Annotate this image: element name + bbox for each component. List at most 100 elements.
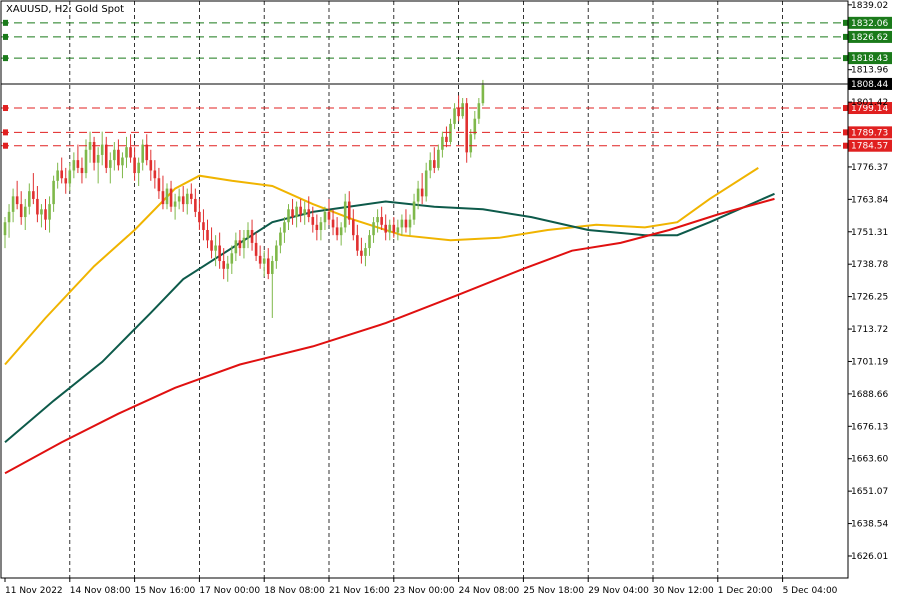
candle-body: [453, 108, 456, 124]
candle-body: [206, 229, 209, 241]
support-level-box: [848, 126, 892, 139]
candle-body: [198, 211, 201, 223]
x-tick-label: 1 Dec 20:00: [718, 586, 773, 596]
candle-body: [88, 142, 92, 150]
candle-body: [352, 219, 355, 236]
y-tick-label: 1713.72: [851, 325, 888, 335]
resistance-level-marker-left: [3, 19, 8, 26]
y-tick-label: 1813.96: [851, 66, 888, 76]
candle-body: [64, 178, 68, 184]
chart-title: XAUUSD, H2: Gold Spot: [6, 4, 124, 15]
candle-body: [60, 170, 63, 179]
candle-body: [262, 258, 266, 264]
support-level-box: [848, 102, 892, 115]
candle-body: [420, 188, 424, 197]
candle-body: [457, 108, 460, 117]
candle-body: [372, 222, 375, 236]
support-level-label: 1799.14: [851, 104, 888, 114]
candle-body: [481, 85, 485, 104]
candle-body: [396, 227, 400, 233]
y-tick-label: 1638.54: [851, 520, 888, 530]
candle-body: [210, 240, 213, 251]
candle-body: [356, 235, 359, 251]
x-tick-label: 15 Nov 16:00: [135, 586, 196, 596]
resistance-level-marker-left: [3, 33, 8, 40]
x-tick-label: 25 Nov 18:00: [523, 586, 584, 596]
candle-body: [315, 224, 319, 230]
x-tick-label: 17 Nov 00:00: [199, 586, 260, 596]
candle-body: [311, 217, 315, 225]
candle-body: [96, 154, 100, 163]
moving-average-line: [4, 167, 759, 366]
support-level-marker-left: [3, 142, 8, 149]
price-levels: 1832.06 1826.62 1818.43 1808.44 1799.14 1789.…: [1, 16, 892, 152]
candle-body: [392, 224, 396, 233]
candle-body: [279, 232, 282, 246]
candle-body: [76, 160, 80, 168]
plot-frame: [0, 0, 849, 579]
candle-body: [303, 209, 306, 215]
candle-body: [125, 147, 128, 158]
x-tick-label: 23 Nov 00:00: [394, 586, 455, 596]
candle-body: [238, 240, 242, 249]
x-tick-label: 11 Nov 2022: [5, 586, 63, 596]
candle-body: [335, 227, 339, 236]
resistance-level-marker-left: [3, 55, 8, 62]
candle-body: [80, 167, 84, 174]
resistance-level-marker-right: [843, 55, 848, 62]
moving-averages: [4, 167, 775, 475]
y-tick-label: 1776.37: [851, 163, 888, 173]
candle-body: [327, 211, 331, 220]
candle-body: [331, 219, 335, 228]
candle-body: [129, 147, 132, 158]
candle-body: [380, 217, 383, 225]
y-tick-label: 1801.42: [851, 98, 888, 108]
support-level-marker-right: [843, 142, 848, 149]
candle-body: [299, 206, 302, 215]
candle-body: [7, 211, 11, 223]
resistance-level-label: 1826.62: [851, 33, 888, 43]
y-tick-label: 1676.13: [851, 422, 888, 432]
candle-body: [408, 219, 412, 228]
candle-body: [56, 170, 59, 181]
current-price-label: 1808.44: [851, 80, 888, 90]
x-tick-label: 21 Nov 16:00: [329, 586, 390, 596]
candle-body: [109, 160, 112, 168]
y-tick-label: 1726.25: [851, 293, 888, 303]
y-tick-label: 1751.31: [851, 228, 888, 238]
resistance-level-box: [848, 16, 892, 29]
support-level-marker-right: [843, 105, 848, 112]
candle-body: [433, 160, 436, 168]
candle-body: [173, 201, 177, 207]
candle-body: [266, 258, 270, 274]
candle-body: [449, 123, 452, 143]
candle-body: [360, 250, 363, 256]
candle-body: [473, 118, 477, 135]
candle-body: [424, 170, 428, 197]
support-level-marker-left: [3, 105, 8, 112]
support-level-marker-right: [843, 129, 848, 136]
candle-body: [384, 224, 387, 233]
resistance-level-marker-right: [843, 19, 848, 26]
candle-body: [291, 209, 294, 218]
x-tick-label: 30 Nov 12:00: [653, 586, 714, 596]
candle-body: [194, 198, 197, 212]
candle-body: [319, 222, 323, 230]
candle-body: [92, 142, 96, 163]
candle-body: [23, 206, 27, 218]
y-tick-label: 1701.19: [851, 357, 888, 367]
candle-body: [469, 134, 473, 153]
candle-body: [412, 201, 416, 220]
x-tick-label: 5 Dec 04:00: [783, 586, 838, 596]
candle-body: [364, 248, 367, 256]
candle-body: [234, 240, 238, 254]
candle-body: [40, 209, 43, 215]
candle-body: [19, 204, 23, 218]
candle-body: [149, 160, 153, 171]
candle-body: [230, 253, 234, 264]
x-tick-label: 14 Nov 08:00: [70, 586, 131, 596]
candle-body: [84, 149, 88, 174]
candle-body: [416, 188, 420, 202]
candle-body: [275, 245, 278, 262]
